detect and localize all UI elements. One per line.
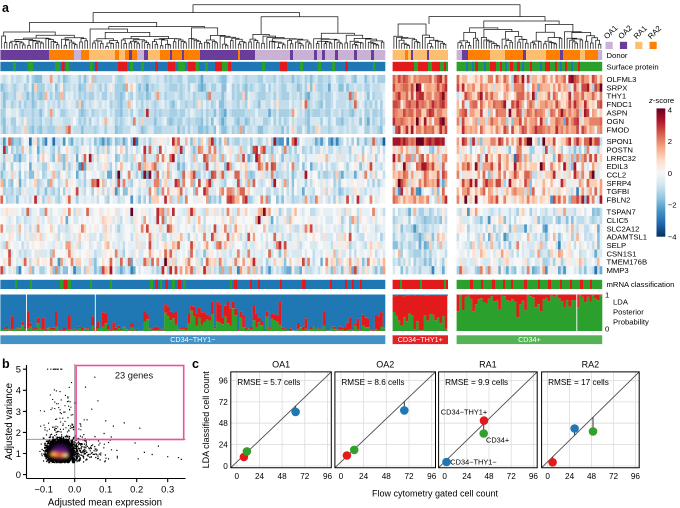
svg-text:4: 4: [16, 385, 21, 396]
svg-text:1: 1: [16, 448, 21, 459]
svg-text:RA2: RA2: [582, 360, 600, 370]
svg-text:RMSE = 5.7 cells: RMSE = 5.7 cells: [237, 378, 300, 387]
svg-text:3: 3: [16, 406, 21, 417]
svg-text:−0.1: −0.1: [34, 484, 53, 495]
svg-text:72: 72: [609, 472, 619, 481]
svg-text:SFRP4: SFRP4: [607, 179, 633, 188]
svg-text:Probability: Probability: [613, 318, 649, 327]
svg-text:0: 0: [668, 169, 672, 178]
svg-text:RMSE = 9.9 cells: RMSE = 9.9 cells: [445, 378, 508, 387]
svg-text:b: b: [2, 357, 10, 371]
svg-text:SELP: SELP: [607, 241, 627, 250]
svg-text:0: 0: [223, 462, 228, 471]
svg-text:CD34+: CD34+: [486, 436, 509, 445]
svg-text:0.0: 0.0: [68, 484, 81, 495]
svg-text:TGFBI: TGFBI: [607, 187, 630, 196]
svg-text:48: 48: [587, 472, 597, 481]
svg-text:96: 96: [323, 472, 333, 481]
svg-text:CD34−THY1−: CD34−THY1−: [450, 457, 496, 466]
svg-text:72: 72: [404, 472, 414, 481]
svg-text:0.2: 0.2: [130, 484, 143, 495]
svg-text:TMEM176B: TMEM176B: [607, 258, 648, 267]
svg-text:RMSE = 17 cells: RMSE = 17 cells: [548, 378, 609, 387]
svg-text:OGN: OGN: [607, 117, 625, 126]
svg-text:mRNA classification: mRNA classification: [607, 280, 675, 289]
svg-text:96: 96: [529, 472, 539, 481]
svg-text:23 genes: 23 genes: [115, 370, 154, 380]
svg-text:0: 0: [442, 472, 447, 481]
svg-text:0: 0: [235, 472, 240, 481]
svg-text:0: 0: [605, 325, 609, 334]
svg-text:48: 48: [484, 472, 494, 481]
svg-text:CD34+: CD34+: [518, 335, 541, 344]
svg-text:48: 48: [382, 472, 392, 481]
svg-text:Adjusted mean expression: Adjusted mean expression: [48, 498, 162, 508]
svg-text:2: 2: [16, 427, 21, 438]
svg-text:LDA: LDA: [613, 298, 629, 307]
svg-text:z-score: z-score: [648, 96, 674, 105]
svg-text:ADAMTSL1: ADAMTSL1: [607, 233, 648, 242]
svg-text:96: 96: [631, 472, 641, 481]
svg-text:CCL2: CCL2: [607, 171, 627, 180]
svg-text:Adjusted variance: Adjusted variance: [4, 383, 15, 460]
svg-text:EDIL3: EDIL3: [607, 162, 628, 171]
svg-text:LRRC32: LRRC32: [607, 154, 636, 163]
svg-text:1: 1: [605, 291, 609, 300]
svg-text:SPON1: SPON1: [607, 137, 633, 146]
svg-text:24: 24: [565, 472, 575, 481]
svg-text:0: 0: [339, 472, 344, 481]
svg-text:a: a: [2, 1, 10, 15]
svg-text:CD34−THY1+: CD34−THY1+: [441, 408, 487, 417]
svg-text:48: 48: [219, 419, 229, 428]
svg-text:72: 72: [507, 472, 517, 481]
svg-text:RA1: RA1: [479, 360, 497, 370]
svg-text:FBLN2: FBLN2: [607, 195, 631, 204]
svg-text:Flow cytometry gated cell coun: Flow cytometry gated cell count: [372, 489, 499, 499]
svg-text:FNDC1: FNDC1: [607, 100, 633, 109]
svg-text:Surface protein: Surface protein: [607, 62, 659, 71]
svg-text:24: 24: [219, 441, 229, 450]
svg-text:CSN1S1: CSN1S1: [607, 249, 637, 258]
svg-text:CD34−THY1−: CD34−THY1−: [170, 335, 215, 344]
svg-text:0.3: 0.3: [161, 484, 174, 495]
svg-text:SRPX: SRPX: [607, 83, 628, 92]
svg-text:24: 24: [359, 472, 369, 481]
svg-text:ASPN: ASPN: [607, 109, 628, 118]
svg-text:2: 2: [668, 137, 672, 146]
svg-text:FMOD: FMOD: [607, 126, 630, 135]
svg-text:OA1: OA1: [272, 360, 290, 370]
svg-text:POSTN: POSTN: [607, 146, 633, 155]
svg-text:0: 0: [16, 469, 21, 480]
svg-text:OLFML3: OLFML3: [607, 75, 637, 84]
svg-text:0: 0: [545, 472, 550, 481]
svg-text:24: 24: [462, 472, 472, 481]
svg-text:−2: −2: [668, 201, 677, 210]
svg-text:OA2: OA2: [376, 360, 394, 370]
svg-text:0.1: 0.1: [99, 484, 112, 495]
svg-text:4: 4: [668, 106, 673, 115]
svg-text:72: 72: [300, 472, 310, 481]
svg-text:96: 96: [219, 376, 229, 385]
svg-text:Posterior: Posterior: [613, 308, 644, 317]
svg-text:−4: −4: [668, 232, 677, 241]
svg-text:RMSE = 8.6 cells: RMSE = 8.6 cells: [341, 378, 404, 387]
svg-text:THY1: THY1: [607, 92, 627, 101]
svg-text:24: 24: [255, 472, 265, 481]
svg-text:c: c: [192, 357, 199, 371]
svg-text:48: 48: [278, 472, 288, 481]
svg-text:96: 96: [427, 472, 437, 481]
svg-text:MMP3: MMP3: [607, 266, 629, 275]
svg-text:LDA classified cell count: LDA classified cell count: [201, 371, 211, 469]
svg-text:TSPAN7: TSPAN7: [607, 208, 636, 217]
svg-text:CD34−THY1+: CD34−THY1+: [398, 335, 443, 344]
svg-text:Donor: Donor: [607, 51, 628, 60]
svg-text:SLC2A12: SLC2A12: [607, 224, 640, 233]
svg-text:CLIC5: CLIC5: [607, 216, 629, 225]
svg-text:72: 72: [219, 398, 229, 407]
svg-text:5: 5: [16, 364, 21, 375]
